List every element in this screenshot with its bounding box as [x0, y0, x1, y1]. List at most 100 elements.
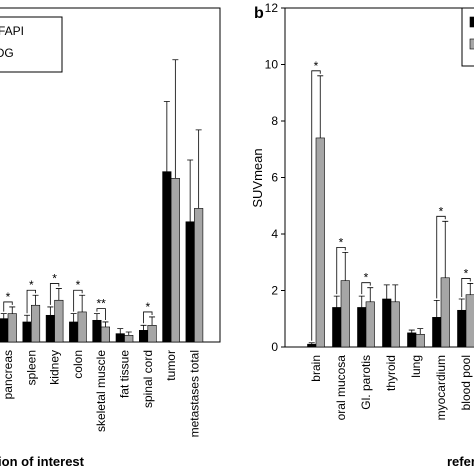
significance-bracket [3, 301, 13, 312]
legend-box [0, 16, 63, 73]
error-bar [32, 294, 39, 306]
error-bar [433, 299, 440, 318]
x-tick-label: lung [409, 355, 423, 378]
x-tick-label: oral mucosa [334, 355, 348, 421]
bar [194, 208, 204, 343]
error-bar [408, 329, 415, 333]
y-tick-label: 6 [271, 171, 278, 185]
y-tick-label: 0 [271, 340, 278, 354]
error-bar [0, 313, 7, 319]
x-tick-label: metastases total [187, 350, 201, 437]
x-tick-label: colon [71, 350, 85, 379]
significance-mark: * [76, 278, 81, 292]
bar [139, 330, 149, 343]
y-tick-label: 4 [271, 227, 278, 241]
significance-bracket [361, 282, 371, 295]
error-bar [125, 331, 132, 336]
significance-mark: * [6, 290, 11, 304]
significance-bracket [26, 289, 36, 314]
significance-bracket [311, 70, 321, 341]
significance-bracket [461, 278, 471, 297]
bar [432, 317, 442, 348]
significance-mark: * [314, 59, 319, 73]
error-bar [79, 294, 86, 312]
bar [124, 335, 134, 343]
error-bar [163, 101, 170, 172]
bar [390, 301, 400, 348]
significance-bracket [336, 246, 346, 295]
y-tick-label: 12 [265, 1, 279, 15]
x-axis-label: reference region [447, 454, 474, 469]
x-tick-label: fat tissue [118, 350, 132, 398]
x-tick-label: kidney [48, 350, 62, 385]
panel-label: b [254, 5, 264, 22]
error-bar [442, 220, 449, 278]
bar [382, 298, 392, 348]
error-bar [9, 306, 16, 314]
bar [30, 304, 41, 343]
legend-swatch [469, 38, 474, 50]
error-bar [417, 328, 424, 335]
error-bar [308, 342, 315, 345]
error-bar [47, 306, 54, 316]
bar [115, 333, 125, 343]
error-bar [333, 295, 340, 308]
bar [162, 171, 172, 343]
bar [45, 314, 55, 343]
x-tick-label: tumor [164, 350, 178, 381]
error-bar [342, 251, 349, 281]
bar [365, 301, 375, 348]
x-tick-label: skeletal muscle [94, 350, 108, 432]
bar [457, 309, 467, 348]
error-bar [383, 284, 390, 299]
legend-label: ¹⁸F-FDG [0, 46, 14, 60]
bar [7, 313, 17, 343]
x-tick-label: spinal cord [141, 350, 155, 408]
significance-bracket [143, 311, 153, 324]
x-tick-label: spleen [24, 350, 38, 385]
error-bar [55, 288, 62, 301]
error-bar [317, 75, 324, 138]
x-tick-label: myocardium [434, 355, 448, 420]
legend-label: ⁶⁸Ga-FAPI [0, 24, 24, 38]
error-bar [367, 287, 374, 302]
error-bar [467, 283, 474, 295]
error-bar [102, 321, 109, 327]
error-bar [140, 324, 147, 331]
bar [407, 332, 417, 348]
bar [185, 221, 195, 343]
bar [340, 280, 350, 348]
significance-bracket [436, 215, 446, 299]
bar [77, 311, 87, 343]
error-bar [93, 313, 100, 321]
y-axis-label: SUVmean [250, 148, 265, 207]
error-bar [187, 159, 194, 222]
bar [357, 307, 367, 348]
significance-bracket [49, 283, 60, 305]
significance-mark: ** [97, 297, 107, 311]
error-bar [24, 314, 31, 322]
error-bar [392, 284, 399, 302]
bar [315, 137, 325, 348]
error-bar [172, 59, 179, 179]
bar [100, 326, 110, 343]
x-tick-label: thyroid [384, 355, 398, 391]
y-tick-label: 10 [265, 58, 279, 72]
error-bar [117, 328, 124, 334]
y-tick-label: 2 [271, 284, 278, 298]
x-tick-label: brain [309, 355, 323, 382]
bar [147, 324, 157, 343]
x-tick-label: Gl. parotis [359, 355, 373, 410]
bar [54, 299, 64, 343]
bar [465, 294, 474, 348]
x-tick-label: pancreas [1, 350, 15, 399]
significance-mark: * [145, 300, 150, 314]
bar [415, 333, 425, 348]
legend-swatch [469, 16, 474, 28]
error-bar [458, 298, 465, 311]
bar [0, 318, 9, 343]
significance-mark: * [439, 204, 444, 218]
bar [22, 321, 32, 343]
significance-mark: * [364, 271, 369, 285]
